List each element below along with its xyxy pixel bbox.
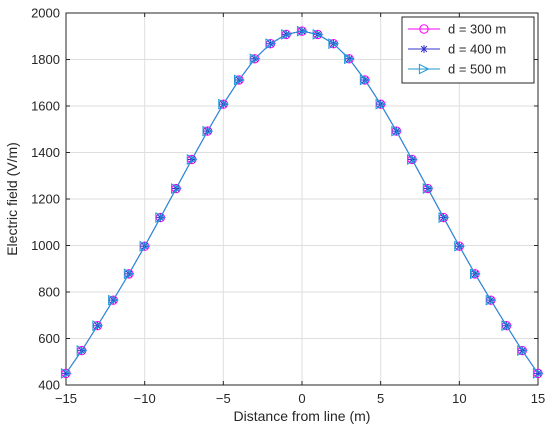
x-tick-label: 0: [298, 391, 305, 406]
data-point: [265, 38, 277, 50]
series-group: [60, 25, 544, 379]
y-tick-label: 1000: [31, 238, 60, 253]
data-point: [281, 28, 292, 40]
legend-entry: d = 500 m: [408, 62, 506, 77]
x-axis-label: Distance from line (m): [234, 408, 371, 424]
legend-label: d = 500 m: [448, 62, 506, 77]
data-point: [312, 28, 324, 40]
data-point: [92, 320, 104, 332]
data-point: [454, 240, 466, 252]
data-point: [202, 125, 214, 137]
data-point: [485, 294, 497, 306]
series-3: [60, 25, 544, 379]
data-point: [186, 154, 198, 165]
data-point: [328, 38, 340, 50]
data-point: [532, 367, 544, 379]
data-point: [108, 294, 119, 306]
y-tick-label: 1600: [31, 99, 60, 114]
x-tick-label: −15: [55, 391, 77, 406]
data-point: [123, 268, 135, 280]
y-tick-label: 2000: [31, 6, 60, 21]
data-point: [375, 98, 387, 110]
data-point: [469, 268, 481, 280]
x-tick-label: 5: [377, 391, 384, 406]
data-point: [438, 212, 450, 224]
legend-swatch-marker: [418, 63, 430, 75]
data-point: [359, 74, 371, 86]
x-tick-label: 15: [531, 391, 545, 406]
y-tick-label: 1200: [31, 192, 60, 207]
data-point: [517, 345, 528, 356]
data-point: [296, 25, 308, 37]
legend-swatch-marker: [419, 24, 429, 34]
legend-label: d = 300 m: [448, 22, 506, 37]
y-tick-label: 1800: [31, 52, 60, 67]
x-tick-label: −5: [216, 391, 231, 406]
data-point: [155, 212, 167, 224]
data-point: [249, 53, 261, 65]
y-tick-label: 800: [38, 285, 60, 300]
data-point: [233, 74, 245, 86]
y-axis-label: Electric field (V/m): [4, 142, 20, 256]
data-point: [218, 98, 230, 110]
x-tick-label: −10: [134, 391, 156, 406]
y-tick-label: 1400: [31, 145, 60, 160]
data-point: [501, 320, 513, 332]
legend-entry: d = 300 m: [408, 22, 506, 37]
data-point: [344, 53, 355, 65]
y-tick-label: 400: [38, 378, 60, 393]
legend-entry: d = 400 m: [408, 42, 506, 57]
legend-label: d = 400 m: [448, 42, 506, 57]
data-point: [76, 345, 88, 356]
axes: −15 −10 −5 0 5 10 15 400 600 800 1000 1200 1400 1600 1…: [31, 6, 545, 407]
data-point: [391, 125, 403, 137]
data-point: [60, 367, 72, 379]
series-line: [65, 30, 539, 374]
data-point: [407, 154, 418, 165]
legend: d = 300 m d = 400 m d = 500 m: [401, 16, 535, 84]
data-point: [139, 240, 151, 252]
data-point: [171, 183, 182, 194]
x-tick-label: 10: [452, 391, 466, 406]
y-tick-label: 600: [38, 331, 60, 346]
data-point: [422, 183, 434, 194]
legend-swatch-marker: [420, 45, 428, 53]
